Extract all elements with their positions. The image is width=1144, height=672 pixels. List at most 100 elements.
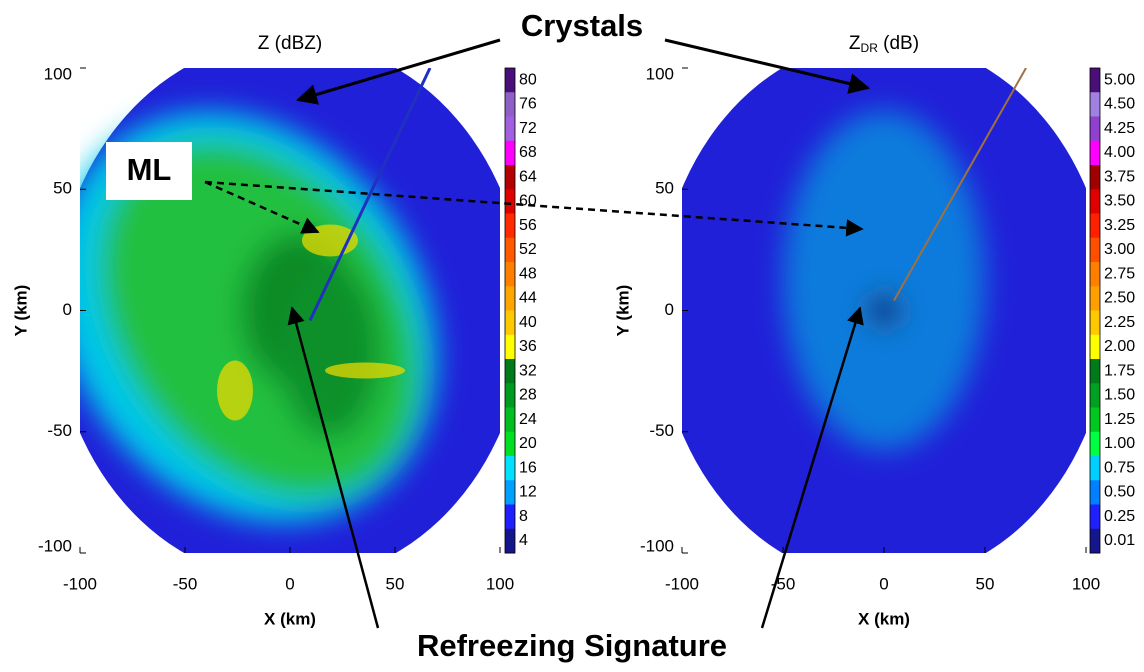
colorbar-bin — [505, 92, 515, 117]
colorbar-label: 36 — [519, 338, 537, 355]
y-tick-label: 100 — [44, 64, 72, 83]
y-tick-label: -50 — [649, 421, 674, 440]
colorbar-bin — [1090, 214, 1100, 239]
colorbar-bin — [505, 456, 515, 481]
colorbar-bin — [1090, 505, 1100, 530]
colorbar-bin — [1090, 189, 1100, 214]
colorbar-bin — [505, 432, 515, 457]
colorbar-bin — [505, 505, 515, 530]
colorbar-label: 56 — [519, 217, 537, 234]
speckle — [682, 68, 1086, 553]
x-tick-label: 0 — [879, 574, 888, 593]
colorbar-label: 3.75 — [1104, 168, 1135, 185]
y-axis-label: Y (km) — [11, 285, 30, 337]
colorbar-label: 4.50 — [1104, 96, 1135, 113]
y-tick-label: 50 — [53, 179, 72, 198]
radar-field — [658, 39, 1110, 582]
colorbar-bin — [505, 238, 515, 263]
colorbar-bin — [1090, 408, 1100, 433]
colorbar-label: 60 — [519, 193, 537, 210]
colorbar-bin — [505, 529, 515, 554]
y-tick-label: -100 — [38, 536, 72, 555]
colorbar-bin — [505, 286, 515, 311]
colorbar-bin — [1090, 432, 1100, 457]
y-tick-label: 0 — [665, 300, 674, 319]
colorbar-label: 64 — [519, 168, 537, 185]
colorbar-bin — [1090, 456, 1100, 481]
title-suffix: (dB) — [878, 33, 919, 54]
x-tick-label: 100 — [1072, 574, 1100, 593]
colorbar-label: 4 — [519, 532, 528, 549]
colorbar-bin — [505, 68, 515, 93]
figure: Z (dBZ) -100 -50 0 50 100 -100 -50 0 50 100 X (km) Y… — [0, 0, 1144, 672]
colorbar-label: 2.00 — [1104, 338, 1135, 355]
x-tick-label: 0 — [285, 574, 294, 593]
panels: Z (dBZ) -100 -50 0 50 100 -100 -50 0 50 100 X (km) Y… — [0, 33, 1135, 628]
colorbar-bin — [505, 214, 515, 239]
colorbar-bin — [505, 335, 515, 360]
colorbar-label: 3.25 — [1104, 217, 1135, 234]
colorbar-label: 80 — [519, 71, 537, 88]
colorbar-bin — [505, 480, 515, 505]
radar-field — [0, 37, 525, 597]
panel-title: ZDR (dB) — [849, 33, 919, 55]
title-subscript: DR — [861, 41, 879, 55]
colorbar-bin — [505, 359, 515, 384]
colorbar-label: 1.50 — [1104, 387, 1135, 404]
x-tick-label: 50 — [386, 574, 405, 593]
colorbar-bin — [1090, 141, 1100, 166]
colorbar-label: 0.25 — [1104, 508, 1135, 525]
y-tick-label: 100 — [646, 64, 674, 83]
y-tick-label: 50 — [655, 179, 674, 198]
colorbar-bin — [1090, 286, 1100, 311]
x-tick-label: -50 — [173, 574, 198, 593]
colorbar-label: 0.75 — [1104, 459, 1135, 476]
colorbar-label: 3.50 — [1104, 193, 1135, 210]
colorbar-bin — [1090, 311, 1100, 336]
colorbar-label: 12 — [519, 484, 537, 501]
colorbar-label: 32 — [519, 362, 537, 379]
colorbar-bin — [1090, 383, 1100, 408]
x-axis-label: X (km) — [858, 609, 910, 628]
colorbar-label: 2.75 — [1104, 265, 1135, 282]
colorbar-bin — [505, 117, 515, 142]
x-axis-label: X (km) — [264, 609, 316, 628]
colorbar-bin — [1090, 165, 1100, 190]
annotation: Refreezing Signature — [417, 628, 727, 663]
colorbar-label: 76 — [519, 96, 537, 113]
bright-band — [217, 361, 253, 421]
colorbar-bin — [505, 408, 515, 433]
colorbar-label: 72 — [519, 120, 537, 137]
colorbar-bin — [1090, 529, 1100, 554]
colorbar-label: 52 — [519, 241, 537, 258]
y-tick-label: 0 — [63, 300, 72, 319]
panel-title: Z (dBZ) — [258, 33, 322, 54]
colorbar-label: 1.75 — [1104, 362, 1135, 379]
annotation: Crystals — [521, 8, 643, 43]
colorbar-bin — [505, 189, 515, 214]
colorbar-bin — [1090, 480, 1100, 505]
colorbar-label: 1.00 — [1104, 435, 1135, 452]
colorbar-label: 16 — [519, 459, 537, 476]
colorbar-label: 2.50 — [1104, 290, 1135, 307]
colorbar-bin — [505, 165, 515, 190]
colorbar-bin — [505, 311, 515, 336]
colorbar-label: 3.00 — [1104, 241, 1135, 258]
colorbar-label: 0.01 — [1104, 532, 1135, 549]
colorbar-label: 8 — [519, 508, 528, 525]
colorbar-label: 0.50 — [1104, 484, 1135, 501]
colorbar-bin — [505, 262, 515, 287]
colorbar-label: 68 — [519, 144, 537, 161]
colorbar-bin — [505, 141, 515, 166]
bright-band — [325, 363, 405, 379]
colorbar-label: 5.00 — [1104, 71, 1135, 88]
colorbar-bin — [1090, 68, 1100, 93]
y-axis-label: Y (km) — [613, 285, 632, 337]
colorbar-label: 48 — [519, 265, 537, 282]
colorbar-bin — [1090, 238, 1100, 263]
colorbar-label: 2.25 — [1104, 314, 1135, 331]
x-tick-label: -100 — [63, 574, 97, 593]
colorbar-label: 1.25 — [1104, 411, 1135, 428]
